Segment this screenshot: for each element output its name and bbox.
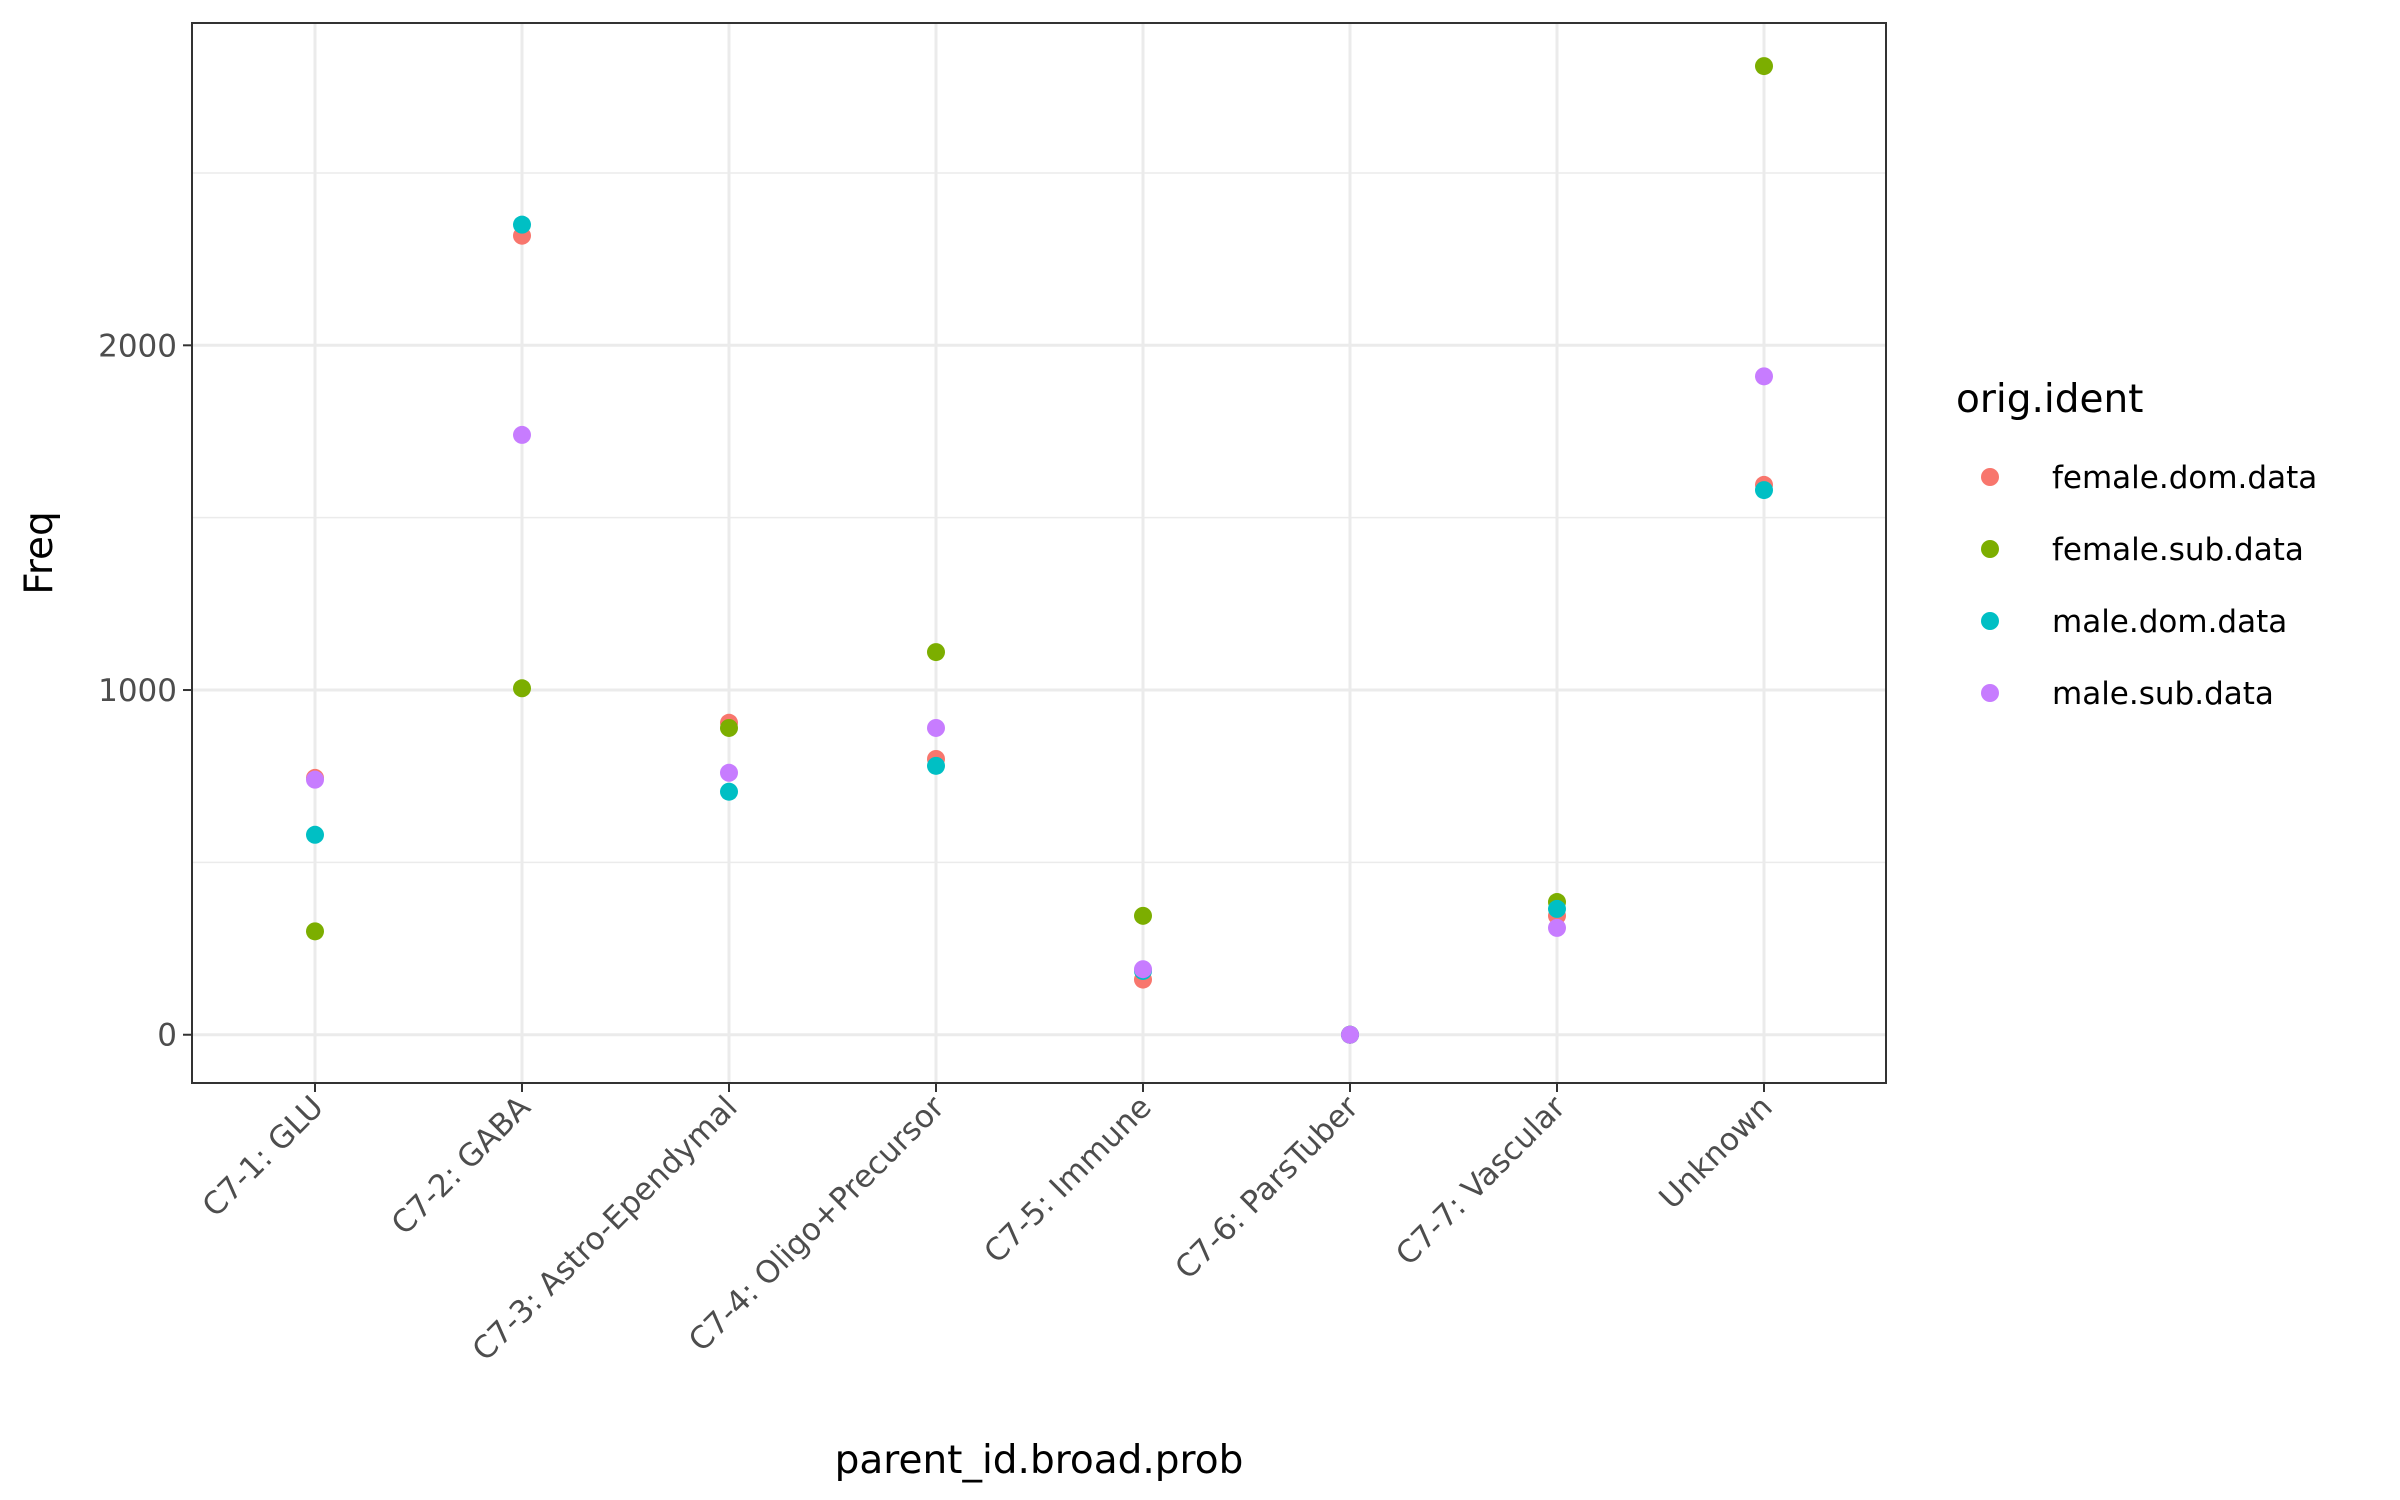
y-tick-label: 1000 [98, 673, 177, 709]
x-tick-label: C7-1: GLU [196, 1089, 331, 1224]
x-axis-title: parent_id.broad.prob [835, 1438, 1244, 1483]
legend-key [1981, 612, 1999, 630]
legend: orig.ident female.dom.data female.sub.dat… [1956, 377, 2317, 712]
data-point [927, 643, 945, 662]
data-point [306, 770, 324, 789]
plot-background [192, 23, 1886, 1083]
x-tick-label: C7-7: Vascular [1389, 1089, 1573, 1273]
data-point [513, 215, 531, 234]
data-point [1755, 481, 1773, 500]
legend-title: orig.ident [1956, 377, 2143, 422]
data-point [1134, 960, 1152, 979]
y-tick-label: 0 [157, 1018, 177, 1054]
data-point [1134, 906, 1152, 925]
data-point [1341, 1025, 1359, 1044]
data-points [306, 57, 1773, 1044]
data-point [306, 825, 324, 844]
data-point [1548, 899, 1566, 918]
data-point [927, 756, 945, 775]
x-tick-label: C7-5: Immune [977, 1089, 1158, 1270]
data-point [306, 922, 324, 941]
y-axis-title: Freq [17, 511, 62, 595]
grid-minor [192, 172, 1886, 864]
data-point [513, 679, 531, 698]
data-point [720, 782, 738, 801]
y-tick-label: 2000 [98, 328, 177, 364]
x-tick-label: C7-2: GABA [385, 1089, 538, 1242]
data-point [927, 718, 945, 737]
data-point [720, 718, 738, 737]
data-point [1548, 918, 1566, 937]
y-axis: 0 1000 2000 [98, 328, 192, 1054]
legend-label: male.dom.data [2052, 604, 2287, 640]
data-point [1755, 57, 1773, 76]
plot-border [191, 22, 1887, 1084]
legend-key [1981, 468, 1999, 486]
legend-key [1981, 540, 1999, 558]
data-point [513, 425, 531, 444]
x-tick-label: Unknown [1652, 1089, 1779, 1216]
legend-label: female.dom.data [2052, 460, 2317, 496]
data-point [720, 763, 738, 782]
data-point [1755, 367, 1773, 386]
legend-label: male.sub.data [2052, 676, 2274, 712]
legend-key [1981, 684, 1999, 702]
legend-label: female.sub.data [2052, 532, 2304, 568]
x-tick-label: C7-6: ParsTuber [1168, 1089, 1366, 1287]
